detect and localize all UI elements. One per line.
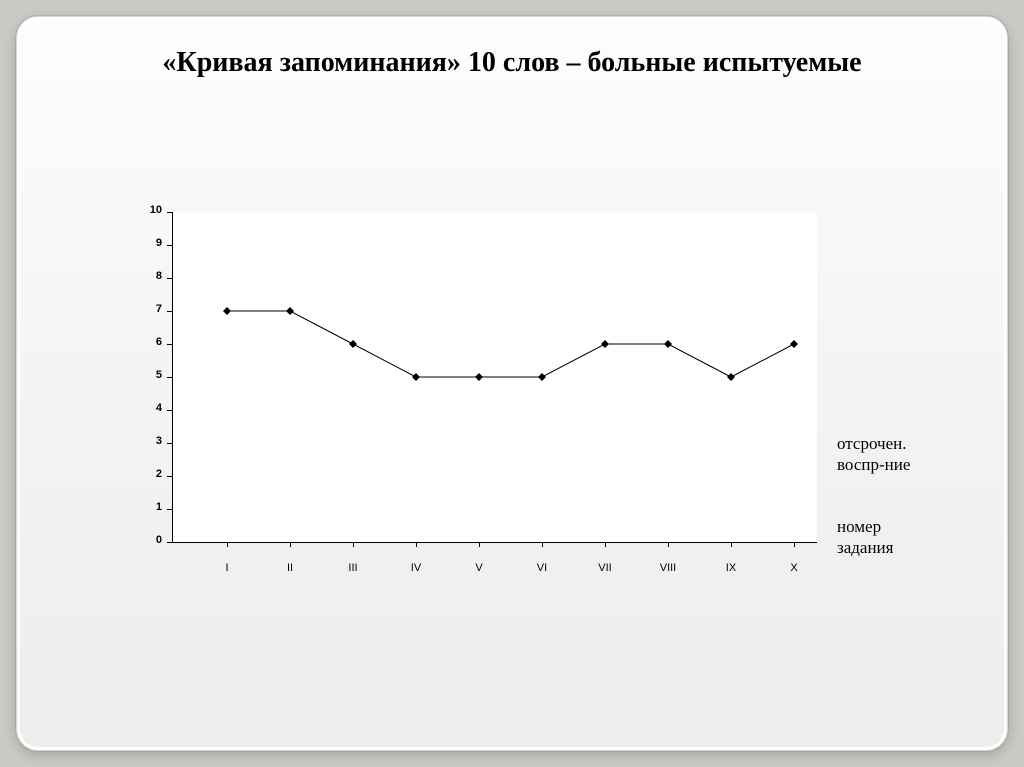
marker-diamond [349, 340, 357, 348]
caption-x-axis: номер задания [837, 516, 893, 559]
marker-diamond [538, 373, 546, 381]
caption-delayed-recall: отсрочен. воспр-ние [837, 433, 910, 476]
slide-card: «Кривая запоминания» 10 слов – больные и… [16, 16, 1008, 751]
marker-diamond [475, 373, 483, 381]
slide-wrapper: «Кривая запоминания» 10 слов – больные и… [0, 0, 1024, 767]
marker-diamond [664, 340, 672, 348]
marker-diamond [727, 373, 735, 381]
marker-diamond [412, 373, 420, 381]
series-line [17, 17, 1008, 751]
marker-diamond [601, 340, 609, 348]
marker-diamond [790, 340, 798, 348]
marker-diamond [286, 307, 294, 315]
marker-diamond [223, 307, 231, 315]
